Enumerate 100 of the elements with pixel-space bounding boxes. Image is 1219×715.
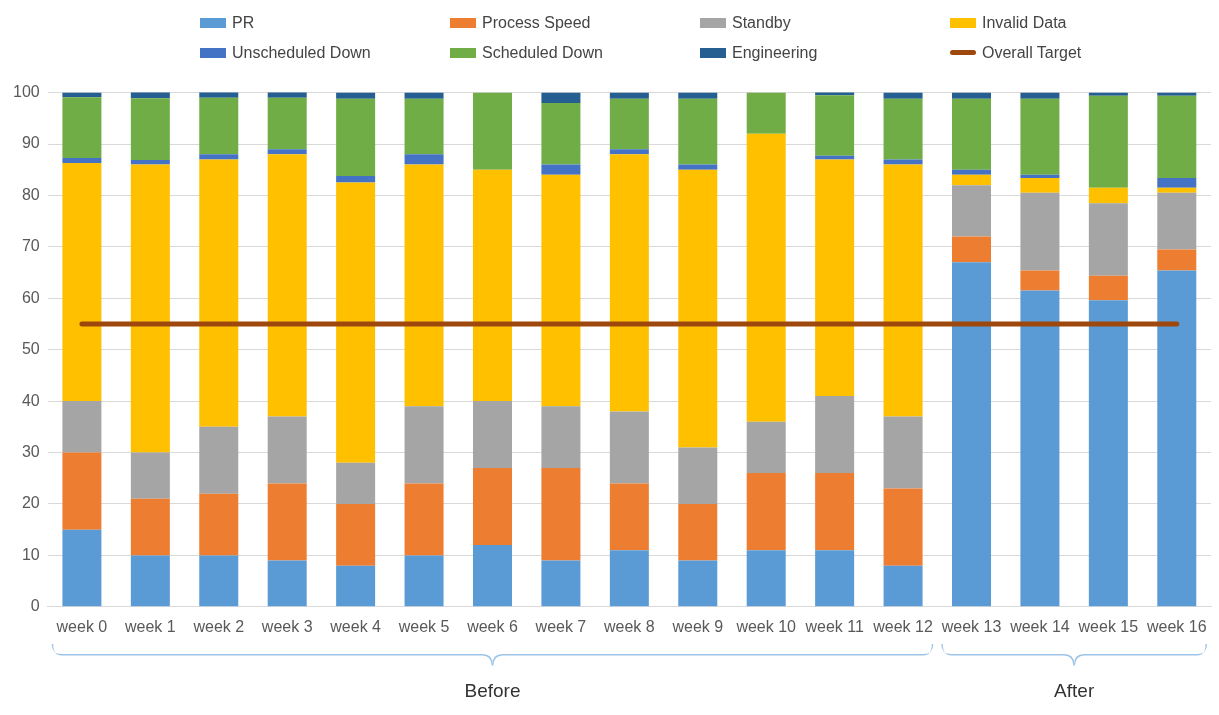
bar bbox=[404, 406, 444, 484]
x-tick-label: week 10 bbox=[735, 617, 797, 635]
bar bbox=[541, 102, 581, 165]
legend-label: PR bbox=[232, 13, 255, 32]
bar bbox=[678, 560, 718, 607]
bar bbox=[815, 473, 855, 551]
bar bbox=[336, 503, 376, 566]
bar bbox=[1088, 275, 1128, 301]
bar bbox=[951, 98, 991, 170]
x-tick-label: week 8 bbox=[603, 617, 655, 635]
bar bbox=[1157, 92, 1197, 96]
bar bbox=[1088, 92, 1128, 96]
y-tick-label: 60 bbox=[21, 288, 40, 306]
x-tick-label: week 2 bbox=[192, 617, 245, 635]
bar bbox=[1020, 290, 1060, 607]
x-tick-label: week 13 bbox=[940, 617, 1002, 635]
bar bbox=[472, 545, 512, 607]
legend-label: Engineering bbox=[732, 43, 818, 62]
bar bbox=[883, 488, 923, 566]
bar bbox=[472, 169, 512, 402]
bar bbox=[951, 92, 991, 99]
x-tick-label: week 9 bbox=[671, 617, 724, 635]
bar bbox=[883, 416, 923, 489]
bar bbox=[336, 92, 376, 99]
bar bbox=[130, 498, 170, 556]
x-tick-label: week 11 bbox=[804, 617, 864, 635]
bar bbox=[609, 411, 649, 484]
bar bbox=[130, 555, 170, 607]
bar bbox=[609, 98, 649, 150]
bar bbox=[404, 98, 444, 155]
bar bbox=[541, 92, 581, 103]
bar bbox=[883, 164, 923, 417]
x-tick-label: week 15 bbox=[1077, 617, 1139, 635]
bar bbox=[1088, 203, 1128, 276]
x-tick-label: week 0 bbox=[55, 617, 108, 635]
bar bbox=[883, 92, 923, 99]
bar bbox=[815, 95, 855, 156]
bar bbox=[62, 401, 102, 453]
bar bbox=[404, 483, 444, 556]
legend-label: Overall Target bbox=[982, 43, 1082, 62]
bar bbox=[815, 395, 855, 474]
x-tick-label: week 14 bbox=[1009, 617, 1070, 635]
bar bbox=[1020, 174, 1060, 178]
bar bbox=[1020, 98, 1060, 175]
bar bbox=[1157, 187, 1197, 193]
bar bbox=[199, 493, 239, 556]
bar bbox=[609, 149, 649, 155]
bar bbox=[199, 154, 239, 160]
bar bbox=[267, 154, 307, 417]
x-tick-label: week 4 bbox=[329, 617, 382, 635]
y-tick-label: 10 bbox=[21, 545, 40, 563]
bar bbox=[130, 452, 170, 499]
bar bbox=[815, 550, 855, 607]
bar bbox=[1157, 177, 1197, 188]
bar bbox=[1020, 192, 1060, 271]
bar bbox=[746, 92, 786, 134]
legend-label: Scheduled Down bbox=[482, 43, 603, 62]
bar bbox=[883, 565, 923, 607]
bar bbox=[472, 92, 512, 170]
x-tick-label: week 7 bbox=[534, 617, 587, 635]
bar bbox=[609, 483, 649, 551]
bar bbox=[404, 164, 444, 407]
y-tick-label: 50 bbox=[21, 340, 40, 358]
bar bbox=[1088, 95, 1128, 188]
x-tick-label: week 1 bbox=[123, 617, 176, 635]
legend-label: Unscheduled Down bbox=[232, 43, 371, 62]
bar bbox=[1157, 192, 1197, 250]
bar bbox=[1020, 92, 1060, 99]
bar bbox=[951, 185, 991, 237]
x-tick-label: week 6 bbox=[466, 617, 518, 635]
bar bbox=[541, 467, 581, 561]
bar bbox=[199, 159, 239, 427]
bar bbox=[267, 560, 307, 607]
bar bbox=[541, 406, 581, 468]
bar bbox=[951, 169, 991, 175]
bar bbox=[883, 159, 923, 165]
bar bbox=[678, 98, 718, 165]
text: After bbox=[1054, 680, 1095, 702]
bar bbox=[267, 483, 307, 561]
x-tick-label: week 3 bbox=[260, 617, 313, 635]
bar bbox=[746, 550, 786, 607]
bar bbox=[472, 467, 512, 546]
bar bbox=[472, 401, 512, 468]
y-tick-label: 100 bbox=[12, 83, 40, 101]
bar bbox=[541, 174, 581, 407]
bar bbox=[678, 447, 718, 504]
bar bbox=[199, 92, 239, 98]
bar bbox=[678, 169, 718, 448]
bar bbox=[267, 416, 307, 484]
bar bbox=[1157, 95, 1197, 178]
bar bbox=[199, 426, 239, 494]
bar bbox=[404, 92, 444, 99]
bar bbox=[130, 159, 170, 165]
bar bbox=[1157, 270, 1197, 607]
bar bbox=[130, 164, 170, 453]
bar bbox=[199, 555, 239, 607]
bar bbox=[678, 503, 718, 561]
bar bbox=[130, 98, 170, 160]
y-tick-label: 20 bbox=[21, 494, 40, 512]
bar bbox=[62, 452, 102, 530]
